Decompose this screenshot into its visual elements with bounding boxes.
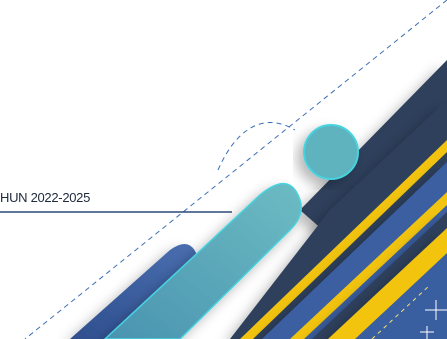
crosshair-mark-2 [420, 326, 434, 339]
dashed-diagonal-line [24, 0, 447, 339]
yellow-chevron-inner [290, 192, 447, 339]
caption-text: HUN 2022-2025 [0, 190, 91, 205]
blue-inner-triangle [355, 253, 447, 339]
crosshair-mark [425, 300, 447, 320]
yellow-chevron-outer [240, 140, 447, 339]
teal-pill [103, 183, 302, 339]
blue-pill [70, 244, 200, 339]
dashed-arc [217, 122, 296, 171]
dashed-inner-line [371, 284, 431, 339]
teal-circle [303, 124, 359, 180]
